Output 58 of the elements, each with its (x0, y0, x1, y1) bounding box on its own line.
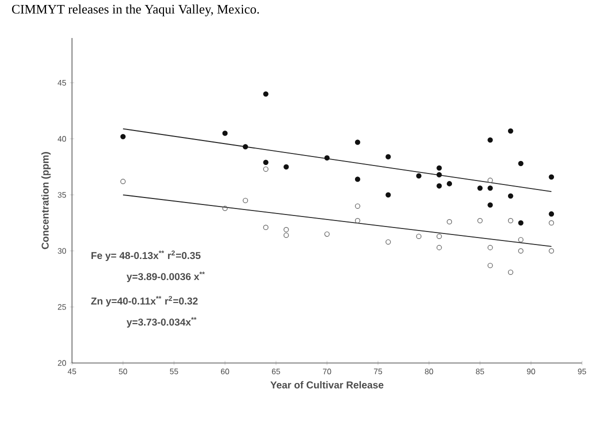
point (120, 134, 126, 140)
point (242, 144, 248, 150)
point (324, 231, 330, 237)
y-axis-title: Concentration (ppm) (41, 152, 51, 250)
point (436, 234, 442, 239)
point (263, 166, 268, 172)
point (436, 165, 442, 171)
point (222, 206, 228, 211)
point (354, 203, 360, 209)
x-axis-title: Year of Cultivar Release (270, 381, 384, 388)
point (386, 239, 391, 245)
point (518, 248, 524, 254)
annotation: Zn y=40-0.11x$^{**}$ r$^{2}$=0.32 (91, 296, 198, 307)
point (488, 202, 493, 208)
point (477, 218, 483, 224)
point (518, 237, 524, 242)
point (508, 270, 514, 275)
point (436, 172, 442, 178)
chart-title: CIMMYT releases in the Yaqui Valley, Mexico. (12, 4, 259, 16)
point (477, 186, 483, 191)
point (548, 174, 554, 180)
point (548, 248, 554, 254)
point (488, 186, 493, 191)
point (488, 178, 493, 183)
point (488, 137, 493, 143)
point (488, 244, 493, 250)
point (548, 211, 554, 217)
point (263, 160, 268, 166)
point (518, 160, 524, 166)
point (263, 224, 268, 230)
point (508, 128, 514, 134)
point (518, 220, 524, 226)
point (284, 232, 289, 238)
point (386, 192, 391, 198)
point (222, 130, 228, 136)
point (436, 183, 442, 189)
point (446, 219, 452, 224)
point (354, 140, 360, 145)
point (354, 218, 360, 224)
point (416, 234, 422, 239)
point (284, 226, 289, 232)
annotation: y=3.73-0.034x$^{**}$ (126, 317, 196, 328)
point (508, 218, 514, 224)
point (508, 193, 514, 199)
annotation: y=3.89-0.0036 x$^{**}$ (126, 272, 205, 282)
point (446, 181, 452, 186)
point (284, 164, 289, 170)
point (324, 155, 330, 161)
point (386, 154, 391, 160)
point (488, 262, 493, 268)
point (548, 220, 554, 226)
point (120, 178, 126, 184)
point (416, 173, 422, 178)
point (242, 198, 248, 204)
point (263, 91, 268, 97)
point (436, 244, 442, 250)
point (354, 176, 360, 182)
annotation: Fe y= 48-0.13x$^{**}$ r$^{2}$=0.35 (91, 250, 201, 262)
